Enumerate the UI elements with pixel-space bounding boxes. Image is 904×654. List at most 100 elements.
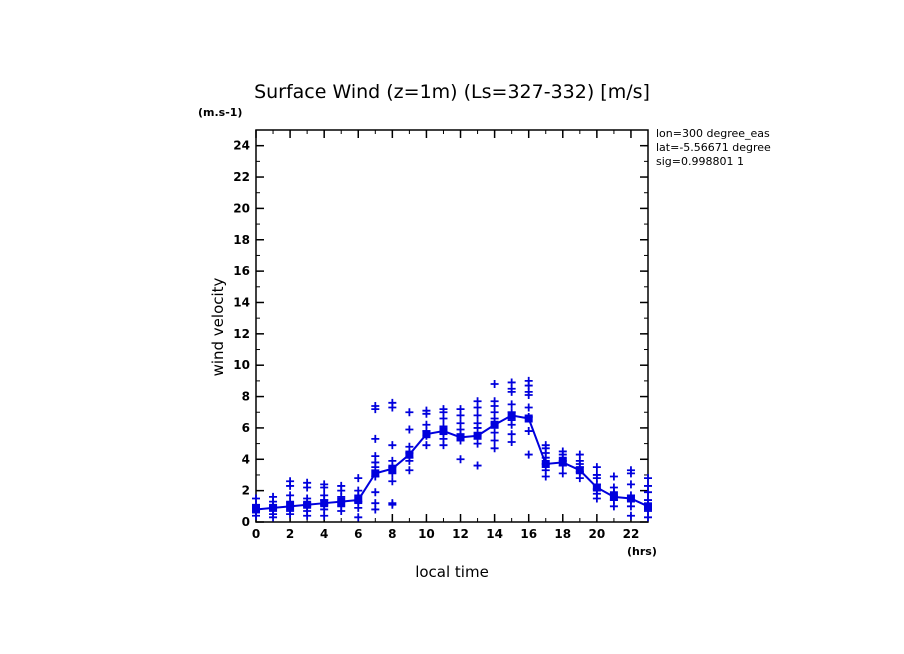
scatter-point <box>354 513 363 522</box>
scatter-point <box>592 470 601 479</box>
x-tick-label: 20 <box>589 527 606 541</box>
mean-point <box>422 430 431 439</box>
scatter-point <box>490 428 499 437</box>
scatter-point <box>644 474 652 483</box>
scatter-point <box>337 481 346 490</box>
mean-point <box>644 502 652 511</box>
y-tick-label: 8 <box>242 390 250 404</box>
mean-point <box>524 414 533 423</box>
scatter-point <box>320 480 329 489</box>
scatter-point <box>422 441 431 450</box>
scatter-point <box>422 420 431 429</box>
y-tick-label: 16 <box>233 264 250 278</box>
mean-point <box>388 464 397 473</box>
mean-point <box>490 420 499 429</box>
scatter-point <box>609 472 618 481</box>
scatter-point <box>524 403 533 412</box>
mean-point <box>609 492 618 501</box>
y-tick-label: 10 <box>233 358 250 372</box>
y-tick-label: 14 <box>233 295 250 309</box>
scatter-point <box>558 469 567 478</box>
data-series <box>252 376 652 522</box>
scatter-point <box>490 444 499 453</box>
x-tick-label: 2 <box>286 527 294 541</box>
scatter-point <box>439 405 448 414</box>
x-tick-label: 16 <box>520 527 537 541</box>
scatter-point <box>626 466 635 475</box>
scatter-point <box>626 511 635 520</box>
scatter-point <box>524 450 533 459</box>
mean-point <box>439 427 448 436</box>
mean-point <box>626 494 635 503</box>
x-tick-label: 4 <box>320 527 328 541</box>
mean-point <box>320 499 329 508</box>
scatter-point <box>456 405 465 414</box>
scatter-point <box>541 441 550 450</box>
scatter-point <box>575 450 584 459</box>
x-tick-label: 18 <box>554 527 571 541</box>
mean-point <box>456 433 465 442</box>
y-axis-label: wind velocity <box>209 277 227 376</box>
y-tick-label: 24 <box>233 139 250 153</box>
mean-point <box>252 505 260 514</box>
y-tick-label: 4 <box>242 452 250 466</box>
scatter-point <box>473 397 482 406</box>
scatter-point <box>320 491 329 500</box>
x-tick-label: 22 <box>623 527 640 541</box>
scatter-point <box>354 474 363 483</box>
scatter-point <box>286 491 295 500</box>
info-lat: lat=-5.56671 degree <box>656 141 771 154</box>
x-tick-label: 8 <box>388 527 396 541</box>
y-tick-label: 6 <box>242 421 250 435</box>
info-lon: lon=300 degree_eas <box>656 127 770 140</box>
scatter-point <box>507 438 516 447</box>
scatter-point <box>473 419 482 428</box>
scatter-point <box>473 461 482 470</box>
mean-point <box>558 458 567 467</box>
mean-point <box>269 503 278 512</box>
x-units-label: (hrs) <box>627 545 657 558</box>
scatter-point <box>473 411 482 420</box>
mean-point <box>303 500 312 509</box>
scatter-point <box>507 430 516 439</box>
x-tick-label: 14 <box>486 527 503 541</box>
scatter-point <box>422 406 431 415</box>
scatter-point <box>405 466 414 475</box>
scatter-point <box>354 486 363 495</box>
y-tick-label: 2 <box>242 484 250 498</box>
y-tick-label: 0 <box>242 515 250 529</box>
scatter-point <box>388 398 397 407</box>
scatter-point <box>388 441 397 450</box>
scatter-point <box>524 376 533 385</box>
scatter-point <box>644 481 652 490</box>
scatter-point <box>269 492 278 501</box>
scatter-point <box>303 478 312 487</box>
x-tick-label: 6 <box>354 527 362 541</box>
scatter-point <box>286 477 295 486</box>
scatter-point <box>507 378 516 387</box>
scatter-point <box>388 456 397 465</box>
scatter-point <box>507 400 516 409</box>
scatter-point <box>405 408 414 417</box>
scatter-point <box>592 463 601 472</box>
x-tick-label: 10 <box>418 527 435 541</box>
y-tick-label: 12 <box>233 327 250 341</box>
chart-title: Surface Wind (z=1m) (Ls=327-332) [m/s] <box>254 81 650 103</box>
scatter-point <box>405 442 414 451</box>
scatter-point <box>490 436 499 445</box>
x-tick-label: 0 <box>252 527 260 541</box>
scatter-point <box>405 425 414 434</box>
scatter-point <box>626 480 635 489</box>
scatter-point <box>252 494 260 503</box>
scatter-point <box>371 499 380 508</box>
x-axis-label: local time <box>415 563 489 581</box>
scatter-point <box>388 499 397 508</box>
scatter-point <box>490 397 499 406</box>
scatter-point <box>371 401 380 410</box>
mean-point <box>337 497 346 506</box>
scatter-point <box>371 452 380 461</box>
scatter-point <box>473 439 482 448</box>
mean-point <box>286 502 295 511</box>
